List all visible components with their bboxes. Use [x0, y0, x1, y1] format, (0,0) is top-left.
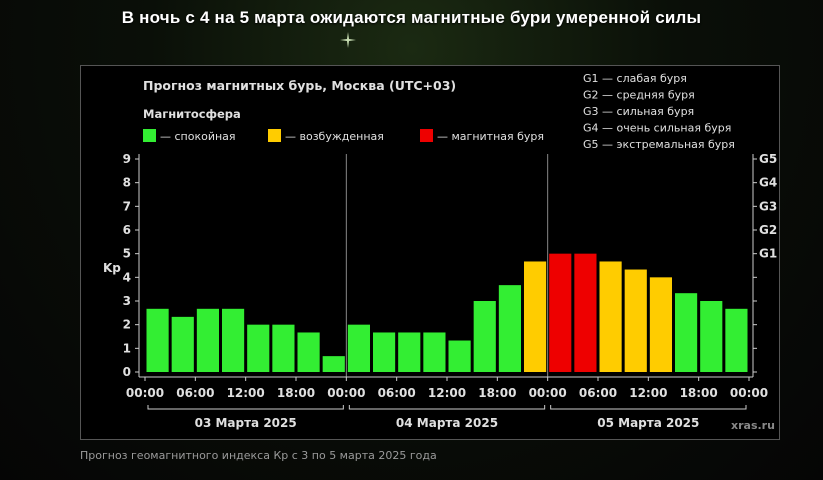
caption: Прогноз геомагнитного индекса Кр с 3 по …: [80, 449, 437, 462]
x-tick-label: 06:00: [579, 386, 617, 400]
watermark: xras.ru: [731, 419, 775, 432]
y-tick-label: 9: [123, 152, 131, 166]
legend-label-excited: — возбужденная: [285, 130, 384, 143]
y-tick-label: 6: [123, 223, 131, 237]
g-tick-label: G4: [759, 176, 777, 190]
y-tick-label: 0: [123, 365, 131, 379]
day-label: 04 Марта 2025: [396, 416, 498, 430]
kp-forecast-chart: Прогноз магнитных бурь, Москва (UTC+03) …: [103, 72, 778, 432]
x-tick-label: 00:00: [126, 386, 164, 400]
y-tick-label: 7: [123, 199, 131, 213]
bar: [448, 340, 471, 372]
x-tick-label: 12:00: [428, 386, 466, 400]
bar: [423, 332, 446, 372]
y-axis-label: Kp: [103, 261, 121, 275]
y-tick-label: 2: [123, 318, 131, 332]
legend-label-calm: — спокойная: [160, 130, 236, 143]
x-tick-label: 18:00: [680, 386, 718, 400]
bar: [624, 269, 647, 372]
g-tick-label: G5: [759, 152, 777, 166]
storm-scale-item: G3 — сильная буря: [583, 105, 694, 118]
x-tick-label: 06:00: [378, 386, 416, 400]
y-tick-label: 8: [123, 176, 131, 190]
bar: [347, 324, 370, 372]
chart-panel: Прогноз магнитных бурь, Москва (UTC+03) …: [80, 65, 780, 440]
legend-swatch-excited: [268, 129, 281, 142]
bar: [272, 324, 295, 372]
bar: [649, 277, 672, 372]
bar: [700, 301, 723, 372]
y-tick-label: 5: [123, 247, 131, 261]
x-tick-label: 18:00: [478, 386, 516, 400]
x-tick-label: 00:00: [529, 386, 567, 400]
g-tick-label: G3: [759, 199, 777, 213]
day-bracket: [550, 405, 747, 410]
y-tick-label: 1: [123, 341, 131, 355]
storm-scale-item: G4 — очень сильная буря: [583, 122, 731, 135]
g-tick-label: G1: [759, 247, 777, 261]
legend-swatch-calm: [143, 129, 156, 142]
storm-scale-item: G2 — средняя буря: [583, 89, 695, 102]
bar: [322, 356, 345, 372]
bar: [398, 332, 421, 372]
x-tick-label: 12:00: [227, 386, 265, 400]
bar: [725, 308, 748, 372]
bar: [373, 332, 396, 372]
bar: [675, 293, 698, 372]
legend-label-storm: — магнитная буря: [437, 130, 544, 143]
day-bracket: [147, 405, 344, 410]
bar: [171, 316, 194, 372]
y-tick-label: 4: [123, 270, 131, 284]
bar: [498, 285, 521, 372]
day-label: 03 Марта 2025: [195, 416, 297, 430]
bar: [297, 332, 320, 372]
bar: [599, 261, 622, 372]
storm-scale-legend: G1 — слабая буря G2 — средняя буря G3 — си…: [583, 72, 735, 151]
x-tick-label: 00:00: [327, 386, 365, 400]
bar: [146, 308, 169, 372]
legend-title: Магнитосфера: [143, 107, 241, 121]
bar: [247, 324, 270, 372]
axes: 0 1 2 3 4 5 6 7 8 9 G1 G2 G3 G4 G5 00:00 06:00 12:00 18:00…: [123, 152, 778, 430]
legend: — спокойная — возбужденная — магнитная бур…: [143, 129, 544, 143]
g-tick-label: G2: [759, 223, 777, 237]
chart-grid: [345, 154, 549, 377]
day-bracket: [348, 405, 546, 410]
bar: [524, 261, 547, 372]
bar: [222, 308, 245, 372]
headline: В ночь с 4 на 5 марта ожидаются магнитны…: [121, 8, 702, 27]
storm-scale-item: G5 — экстремальная буря: [583, 138, 735, 151]
bar: [473, 301, 496, 372]
chart-title: Прогноз магнитных бурь, Москва (UTC+03): [143, 78, 456, 93]
day-label: 05 Марта 2025: [597, 416, 699, 430]
bar: [574, 253, 597, 372]
y-tick-label: 3: [123, 294, 131, 308]
x-tick-label: 12:00: [629, 386, 667, 400]
storm-scale-item: G1 — слабая буря: [583, 72, 687, 85]
legend-swatch-storm: [420, 129, 433, 142]
x-tick-label: 18:00: [277, 386, 315, 400]
sparkle-icon: [340, 32, 356, 48]
bar: [549, 253, 572, 372]
x-tick-label: 06:00: [176, 386, 214, 400]
bar: [196, 308, 219, 372]
bars: [146, 253, 748, 372]
x-tick-label: 00:00: [730, 386, 768, 400]
